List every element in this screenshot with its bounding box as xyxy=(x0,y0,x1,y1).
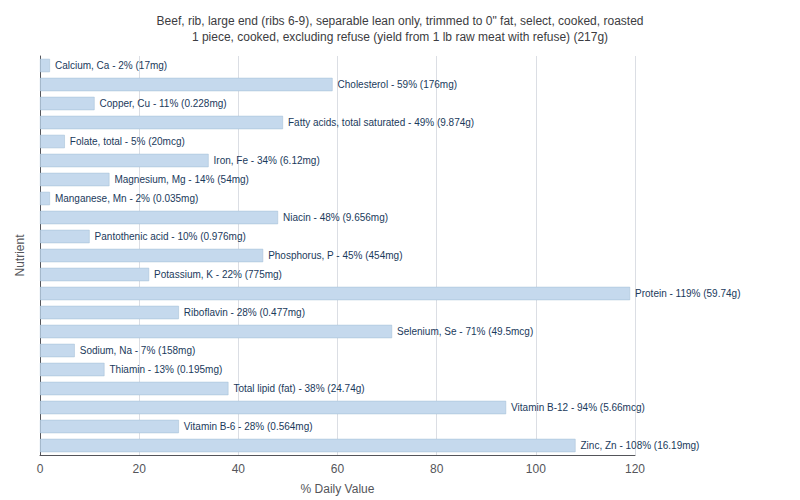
svg-text:Nutrient: Nutrient xyxy=(13,234,27,277)
svg-text:Protein - 119% (59.74g): Protein - 119% (59.74g) xyxy=(635,288,740,299)
svg-text:40: 40 xyxy=(232,462,246,476)
svg-text:Pantothenic acid - 10% (0.976m: Pantothenic acid - 10% (0.976mg) xyxy=(95,231,246,242)
svg-text:Iron, Fe - 34% (6.12mg): Iron, Fe - 34% (6.12mg) xyxy=(214,155,320,166)
svg-text:Fatty acids, total saturated -: Fatty acids, total saturated - 49% (9.87… xyxy=(288,117,474,128)
svg-text:% Daily Value: % Daily Value xyxy=(301,482,375,496)
svg-text:1 piece, cooked, excluding ref: 1 piece, cooked, excluding refuse (yield… xyxy=(192,30,608,44)
svg-text:Folate, total - 5% (20mcg): Folate, total - 5% (20mcg) xyxy=(70,136,185,147)
svg-text:Phosphorus, P - 45% (454mg): Phosphorus, P - 45% (454mg) xyxy=(268,250,402,261)
svg-text:Riboflavin - 28% (0.477mg): Riboflavin - 28% (0.477mg) xyxy=(184,307,305,318)
svg-text:0: 0 xyxy=(37,462,44,476)
svg-text:Selenium, Se - 71% (49.5mcg): Selenium, Se - 71% (49.5mcg) xyxy=(397,326,533,337)
svg-text:120: 120 xyxy=(625,462,645,476)
svg-text:80: 80 xyxy=(430,462,444,476)
svg-text:Copper, Cu - 11% (0.228mg): Copper, Cu - 11% (0.228mg) xyxy=(100,98,227,109)
svg-text:Calcium, Ca - 2% (17mg): Calcium, Ca - 2% (17mg) xyxy=(55,60,167,71)
svg-text:100: 100 xyxy=(526,462,546,476)
svg-text:60: 60 xyxy=(331,462,345,476)
svg-text:20: 20 xyxy=(132,462,146,476)
svg-text:Niacin - 48% (9.656mg): Niacin - 48% (9.656mg) xyxy=(283,212,388,223)
svg-text:Total lipid (fat) - 38% (24.74: Total lipid (fat) - 38% (24.74g) xyxy=(233,383,364,394)
svg-text:Cholesterol - 59% (176mg): Cholesterol - 59% (176mg) xyxy=(338,79,458,90)
svg-text:Zinc, Zn - 108% (16.19mg): Zinc, Zn - 108% (16.19mg) xyxy=(581,440,700,451)
svg-text:Beef, rib, large end (ribs 6-9: Beef, rib, large end (ribs 6-9), separab… xyxy=(157,14,644,28)
svg-text:Sodium, Na - 7% (158mg): Sodium, Na - 7% (158mg) xyxy=(80,345,196,356)
svg-text:Vitamin B-12 - 94% (5.66mcg): Vitamin B-12 - 94% (5.66mcg) xyxy=(511,402,645,413)
svg-text:Vitamin B-6 - 28% (0.564mg): Vitamin B-6 - 28% (0.564mg) xyxy=(184,421,313,432)
svg-text:Thiamin - 13% (0.195mg): Thiamin - 13% (0.195mg) xyxy=(109,364,222,375)
svg-text:Potassium, K - 22% (775mg): Potassium, K - 22% (775mg) xyxy=(154,269,282,280)
svg-text:Magnesium, Mg - 14% (54mg): Magnesium, Mg - 14% (54mg) xyxy=(114,174,249,185)
svg-text:Manganese, Mn - 2% (0.035mg): Manganese, Mn - 2% (0.035mg) xyxy=(55,193,198,204)
